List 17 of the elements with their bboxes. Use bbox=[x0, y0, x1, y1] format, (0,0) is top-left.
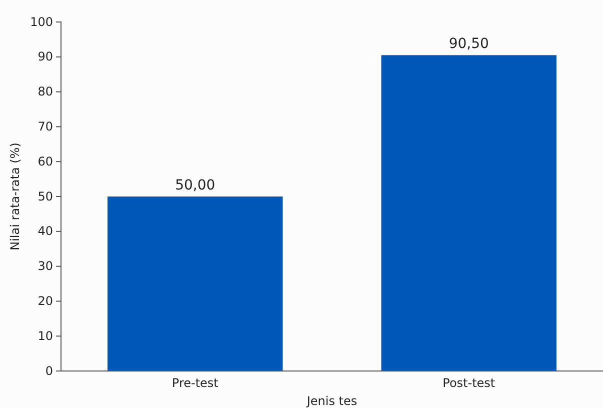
data-label: 50,00 bbox=[175, 178, 216, 194]
y-tick-label: 20 bbox=[38, 294, 53, 308]
y-tick-label: 30 bbox=[38, 259, 53, 274]
y-tick-label: 10 bbox=[38, 328, 53, 343]
y-tick-label: 60 bbox=[38, 154, 53, 168]
x-axis-title: Jenis tes bbox=[306, 394, 358, 408]
x-tick-label: Pre-test bbox=[172, 376, 219, 390]
x-tick-label: Post-test bbox=[442, 376, 496, 390]
y-tick-label: 90 bbox=[38, 50, 53, 64]
y-tick-label: 70 bbox=[38, 120, 53, 134]
y-tick-label: 0 bbox=[45, 364, 53, 378]
y-tick-label: 50 bbox=[38, 189, 53, 204]
y-tick-label: 80 bbox=[38, 84, 53, 99]
y-tick-label: 40 bbox=[38, 224, 53, 238]
y-tick-label: 100 bbox=[30, 14, 53, 29]
data-label: 90,50 bbox=[448, 36, 489, 52]
y-axis-title: Nilai rata-rata (%) bbox=[8, 142, 22, 250]
